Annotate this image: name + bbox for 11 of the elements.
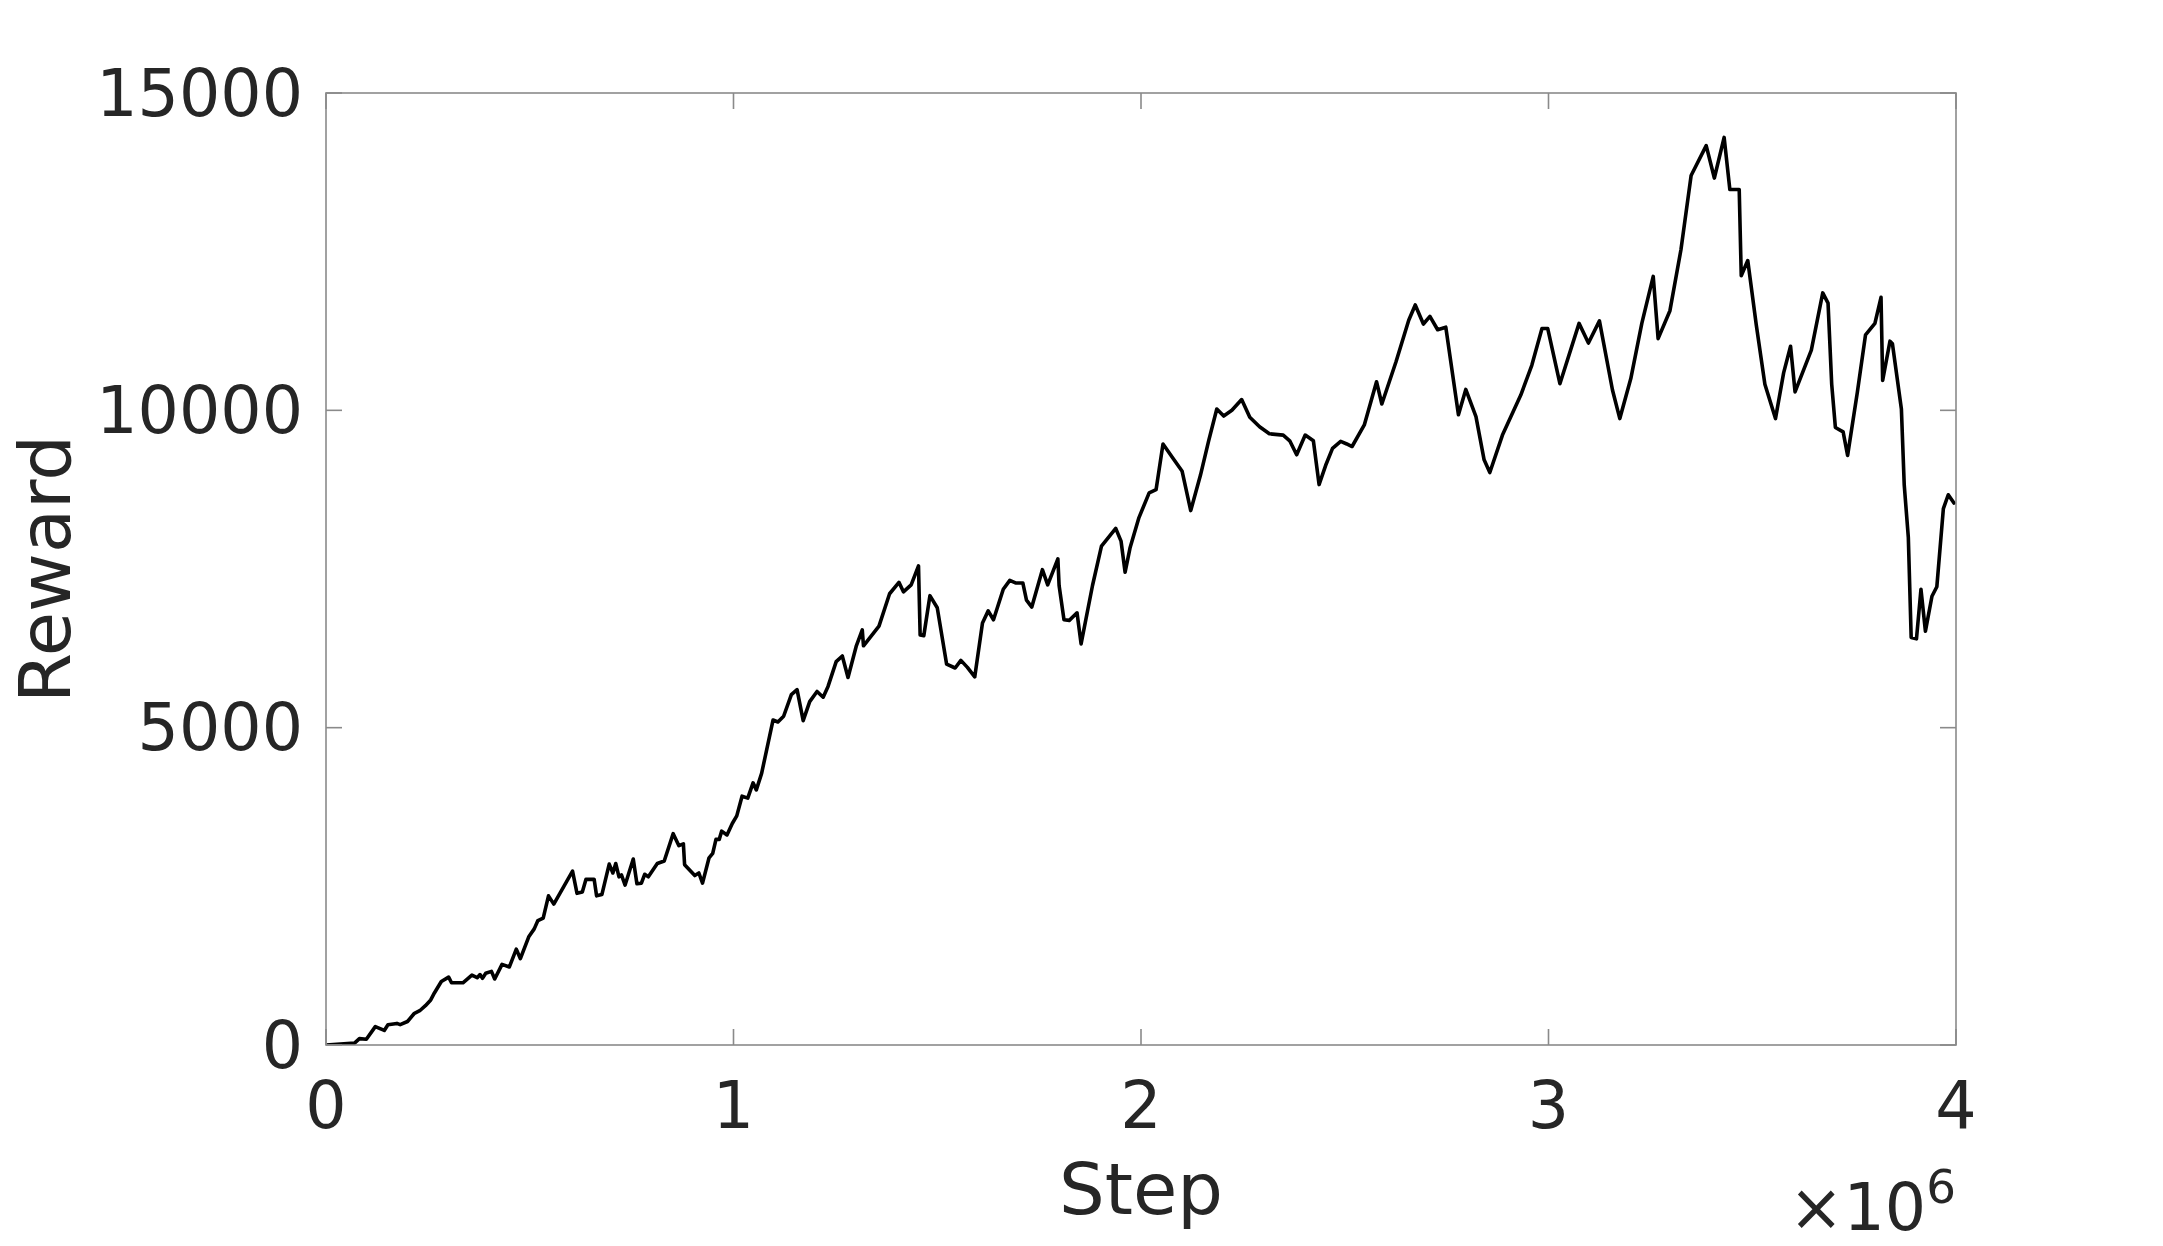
text: ×10$^{6}$ — [1789, 1160, 1956, 1245]
y-tick-label: 15000 — [96, 55, 303, 131]
y-tick-label: 0 — [261, 1007, 303, 1083]
x-tick-label: 2 — [1120, 1068, 1162, 1143]
x-tick-label: 1 — [712, 1068, 755, 1143]
x-axis-title: Step — [1059, 1147, 1223, 1231]
y-tick-label: 5000 — [137, 690, 303, 766]
y-axis-title: Reward — [3, 434, 87, 704]
x-tick-label: 4 — [1935, 1068, 1977, 1143]
y-tick-label: 10000 — [96, 372, 303, 448]
x-tick-label: 3 — [1527, 1068, 1570, 1143]
